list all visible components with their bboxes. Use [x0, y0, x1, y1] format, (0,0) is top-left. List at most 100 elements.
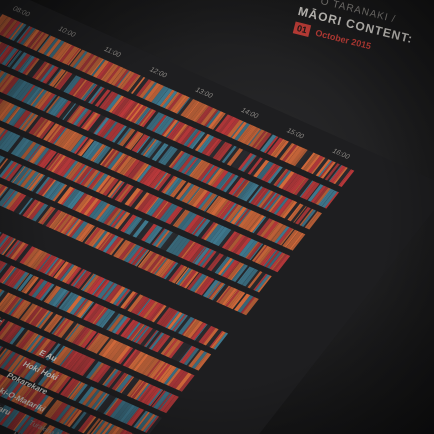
stripe	[172, 95, 188, 113]
stripe	[254, 132, 269, 149]
program-timestamp: 18:47	[0, 312, 4, 328]
stripe	[33, 33, 50, 52]
stripe	[277, 142, 293, 160]
stripe	[186, 272, 200, 289]
stripe	[0, 158, 9, 176]
stripe	[248, 214, 263, 232]
stripe	[299, 180, 314, 198]
stripe	[107, 342, 124, 361]
stripe	[66, 105, 81, 122]
stripe	[188, 188, 205, 206]
stripe	[98, 62, 114, 80]
stripe	[0, 73, 11, 91]
stripe	[105, 398, 120, 416]
stripe	[24, 333, 39, 351]
stripe	[74, 80, 90, 98]
stripe	[136, 79, 152, 97]
stripe	[180, 127, 197, 145]
stripe	[234, 293, 251, 312]
stripe	[16, 273, 31, 291]
stripe	[48, 258, 63, 277]
stripe	[0, 377, 9, 395]
stripe	[0, 261, 4, 279]
stripe	[17, 273, 34, 292]
stripe	[49, 97, 65, 115]
stripe	[85, 113, 99, 131]
stripe	[150, 170, 167, 189]
stripe	[135, 297, 150, 315]
stripe	[15, 111, 32, 129]
stripe	[114, 126, 130, 144]
stripe	[0, 235, 10, 253]
stripe	[210, 169, 225, 187]
stripe	[42, 208, 56, 225]
stripe	[26, 420, 42, 434]
stripe	[66, 48, 81, 65]
stripe	[134, 297, 149, 315]
stripe	[251, 130, 267, 148]
stripe	[273, 140, 290, 158]
stripe	[4, 20, 22, 39]
stripe	[31, 89, 48, 108]
stripe	[276, 198, 292, 217]
stripe	[17, 245, 33, 263]
stripe	[111, 68, 127, 86]
stripe	[0, 74, 12, 92]
stripe	[23, 390, 39, 408]
stripe	[237, 152, 254, 171]
stripe	[129, 352, 145, 370]
stripe	[52, 346, 69, 365]
stripe	[248, 186, 263, 204]
stripe	[205, 329, 223, 348]
stripe	[324, 163, 340, 181]
stripe	[123, 102, 139, 120]
stripe	[144, 225, 160, 243]
stripe	[254, 274, 271, 292]
timeline-band	[0, 12, 355, 187]
stripe	[60, 216, 76, 234]
stripe	[262, 192, 278, 210]
stripe	[35, 281, 50, 299]
stripe	[139, 385, 154, 402]
stripe	[64, 217, 79, 235]
stripe	[0, 292, 11, 310]
stripe	[253, 216, 270, 235]
stripe	[93, 393, 108, 410]
stripe	[221, 145, 237, 164]
stripe	[214, 256, 229, 274]
stripe	[21, 275, 37, 293]
stripe	[192, 218, 208, 236]
stripe	[151, 143, 167, 161]
stripe	[32, 309, 48, 327]
stripe	[113, 211, 128, 229]
stripe	[92, 364, 109, 382]
stripe	[65, 352, 82, 370]
stripe	[11, 384, 27, 403]
stripe	[0, 376, 7, 394]
stripe	[11, 356, 27, 374]
stripe	[42, 122, 56, 140]
stripe	[26, 391, 43, 410]
stripe	[162, 90, 178, 109]
stripe	[331, 166, 347, 184]
stripe	[67, 48, 82, 66]
stripe	[149, 256, 165, 274]
stripe	[265, 250, 280, 268]
stripe	[110, 181, 125, 199]
stripe	[91, 201, 108, 220]
stripe	[6, 354, 21, 371]
stripe	[210, 112, 225, 130]
stripe	[61, 188, 76, 206]
stripe	[0, 403, 4, 421]
stripe	[95, 146, 111, 164]
stripe	[162, 366, 177, 384]
stripe	[137, 298, 151, 316]
stripe	[76, 81, 93, 99]
stripe	[128, 189, 142, 207]
stripe	[75, 384, 92, 403]
stripe	[141, 110, 157, 128]
stripe	[22, 199, 38, 217]
timeline-band	[0, 182, 259, 316]
stripe	[0, 265, 15, 283]
stripe	[211, 283, 226, 301]
